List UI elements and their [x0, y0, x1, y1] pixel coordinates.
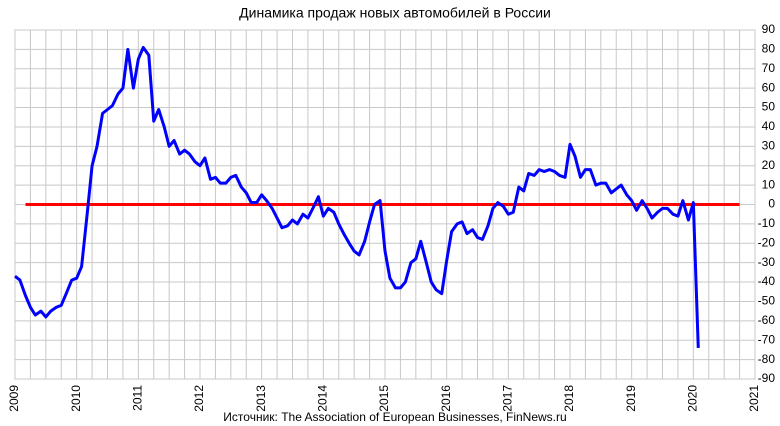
y-tick-label: -30 [758, 255, 776, 269]
y-tick-label: -60 [758, 313, 776, 327]
y-tick-label: 80 [762, 42, 776, 56]
y-tick-label: 40 [762, 119, 776, 133]
data-line [14, 45, 700, 349]
y-tick-label: 70 [762, 61, 776, 75]
y-tick-label: -90 [758, 371, 776, 385]
y-tick-label: 90 [762, 22, 776, 36]
y-tick-label: -40 [758, 274, 776, 288]
x-tick-label: 2018 [562, 385, 576, 412]
x-tick-label: 2014 [316, 385, 330, 412]
source-note: Источник: The Association of European Bu… [223, 410, 566, 424]
y-tick-label: -20 [758, 235, 776, 249]
x-tick-label: 2021 [747, 385, 761, 412]
x-tick-label: 2017 [501, 385, 515, 412]
chart-title: Динамика продаж новых автомобилей в Росс… [239, 5, 551, 21]
y-tick-label: -10 [758, 216, 776, 230]
x-tick-label: 2009 [7, 385, 21, 412]
x-tick-label: 2016 [439, 385, 453, 412]
y-tick-label: 60 [762, 80, 776, 94]
y-tick-label: 10 [762, 177, 776, 191]
x-tick-label: 2020 [686, 385, 700, 412]
x-tick-label: 2010 [69, 385, 83, 412]
y-tick-label: -70 [758, 332, 776, 346]
x-tick-label: 2013 [254, 385, 268, 412]
x-tick-label: 2012 [192, 385, 206, 412]
y-tick-label: 50 [762, 100, 776, 114]
y-tick-label: -80 [758, 352, 776, 366]
y-tick-label: 30 [762, 139, 776, 153]
y-tick-label: -50 [758, 294, 776, 308]
x-tick-label: 2011 [131, 385, 145, 411]
y-tick-label: 20 [762, 158, 776, 172]
y-tick-label: 0 [768, 197, 775, 211]
x-tick-label: 2015 [377, 385, 391, 412]
x-tick-label: 2019 [624, 385, 638, 412]
